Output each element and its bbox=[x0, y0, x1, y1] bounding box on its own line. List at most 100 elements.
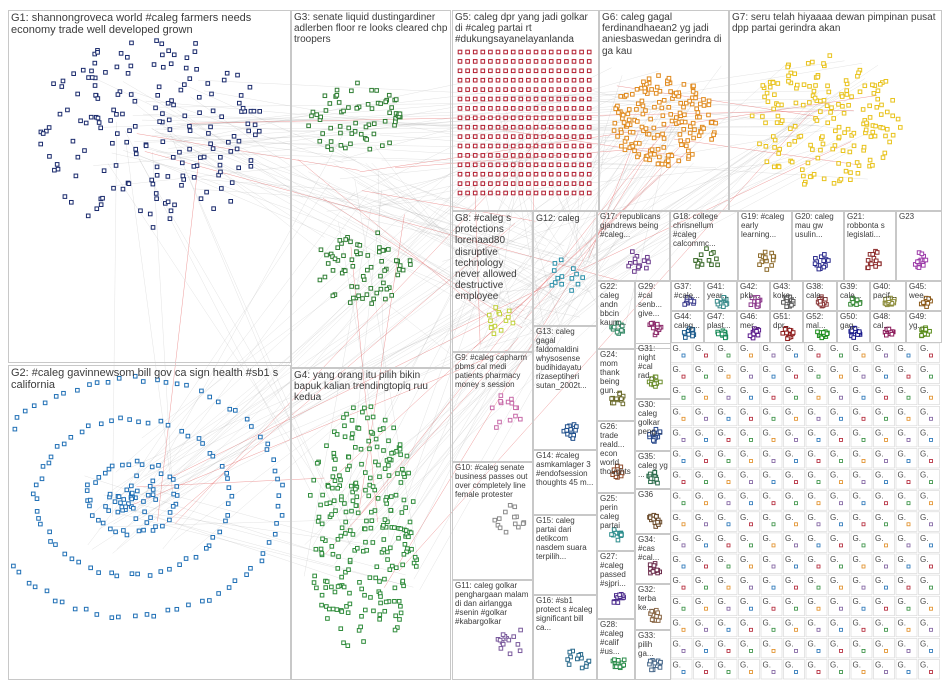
node bbox=[520, 521, 526, 526]
node bbox=[274, 521, 279, 526]
node bbox=[564, 162, 569, 168]
edge bbox=[203, 141, 516, 149]
node bbox=[687, 130, 693, 136]
edge bbox=[559, 96, 828, 290]
group-label: G8: #caleg s protections lorenaad80 disr… bbox=[455, 213, 517, 303]
node bbox=[367, 475, 373, 481]
node bbox=[688, 124, 693, 129]
node bbox=[488, 318, 493, 324]
edge bbox=[374, 145, 507, 317]
node bbox=[311, 477, 317, 483]
node bbox=[848, 170, 853, 175]
node bbox=[96, 517, 101, 523]
node bbox=[480, 96, 486, 102]
node bbox=[370, 484, 376, 489]
node bbox=[234, 146, 240, 152]
node bbox=[480, 143, 486, 149]
node bbox=[127, 128, 132, 133]
node bbox=[480, 68, 486, 74]
edge bbox=[115, 512, 414, 588]
node bbox=[541, 68, 546, 74]
node bbox=[128, 92, 134, 97]
node bbox=[656, 73, 661, 78]
node bbox=[339, 497, 344, 503]
node bbox=[465, 96, 470, 102]
node bbox=[775, 102, 781, 108]
edge bbox=[157, 159, 200, 522]
node bbox=[88, 114, 94, 120]
node bbox=[363, 470, 368, 475]
node bbox=[526, 87, 531, 92]
node bbox=[492, 517, 498, 523]
node bbox=[392, 119, 398, 125]
node bbox=[387, 456, 392, 462]
node bbox=[619, 130, 624, 135]
edge bbox=[498, 286, 555, 293]
node-cluster-g4 bbox=[307, 404, 419, 648]
node bbox=[611, 128, 617, 133]
group-panel-g4: G4: yang orang itu pilih bikin bapuk kal… bbox=[291, 368, 451, 680]
node bbox=[507, 651, 513, 657]
node bbox=[571, 96, 577, 102]
node bbox=[75, 154, 81, 160]
node bbox=[167, 566, 172, 572]
node bbox=[217, 162, 223, 168]
node bbox=[351, 405, 356, 411]
node bbox=[815, 155, 821, 161]
node bbox=[341, 640, 346, 646]
node bbox=[147, 483, 153, 489]
node bbox=[275, 503, 281, 509]
node bbox=[109, 418, 114, 424]
edge bbox=[156, 151, 716, 168]
node bbox=[113, 163, 119, 168]
edge bbox=[386, 87, 552, 554]
node bbox=[571, 115, 577, 121]
node bbox=[136, 528, 142, 534]
edge bbox=[112, 126, 661, 491]
node bbox=[154, 196, 159, 201]
node bbox=[503, 162, 508, 168]
node bbox=[177, 562, 182, 567]
node bbox=[786, 142, 792, 147]
edge bbox=[379, 134, 555, 150]
node-cluster-g5 bbox=[457, 49, 592, 196]
node bbox=[526, 96, 531, 102]
node bbox=[457, 115, 463, 121]
node bbox=[579, 171, 584, 177]
node bbox=[541, 153, 546, 158]
node bbox=[480, 153, 486, 158]
node bbox=[335, 245, 341, 250]
edge bbox=[112, 94, 678, 554]
node bbox=[92, 60, 98, 66]
node bbox=[687, 98, 692, 104]
node bbox=[657, 99, 662, 105]
node bbox=[541, 87, 546, 92]
node bbox=[792, 123, 798, 129]
node bbox=[498, 393, 504, 398]
node bbox=[365, 253, 371, 258]
node bbox=[98, 421, 104, 427]
group-label: G26: trade reald... econ world thoughts bbox=[600, 422, 631, 476]
node bbox=[586, 143, 592, 149]
node bbox=[406, 534, 411, 540]
node bbox=[160, 52, 165, 58]
node bbox=[640, 103, 646, 109]
node bbox=[87, 497, 93, 503]
node bbox=[564, 68, 569, 74]
node bbox=[370, 414, 376, 420]
node bbox=[813, 83, 818, 88]
edge bbox=[570, 64, 879, 275]
node bbox=[347, 557, 353, 563]
node bbox=[366, 438, 372, 444]
edge bbox=[673, 138, 857, 165]
node bbox=[807, 84, 812, 89]
group-panel-g31: G31: night #cal rad... bbox=[635, 343, 671, 399]
node bbox=[510, 181, 516, 186]
node bbox=[697, 114, 702, 120]
node bbox=[480, 190, 486, 196]
node bbox=[193, 41, 198, 46]
edge bbox=[325, 337, 519, 555]
node bbox=[381, 547, 387, 552]
edge bbox=[592, 133, 678, 258]
node bbox=[109, 615, 115, 620]
